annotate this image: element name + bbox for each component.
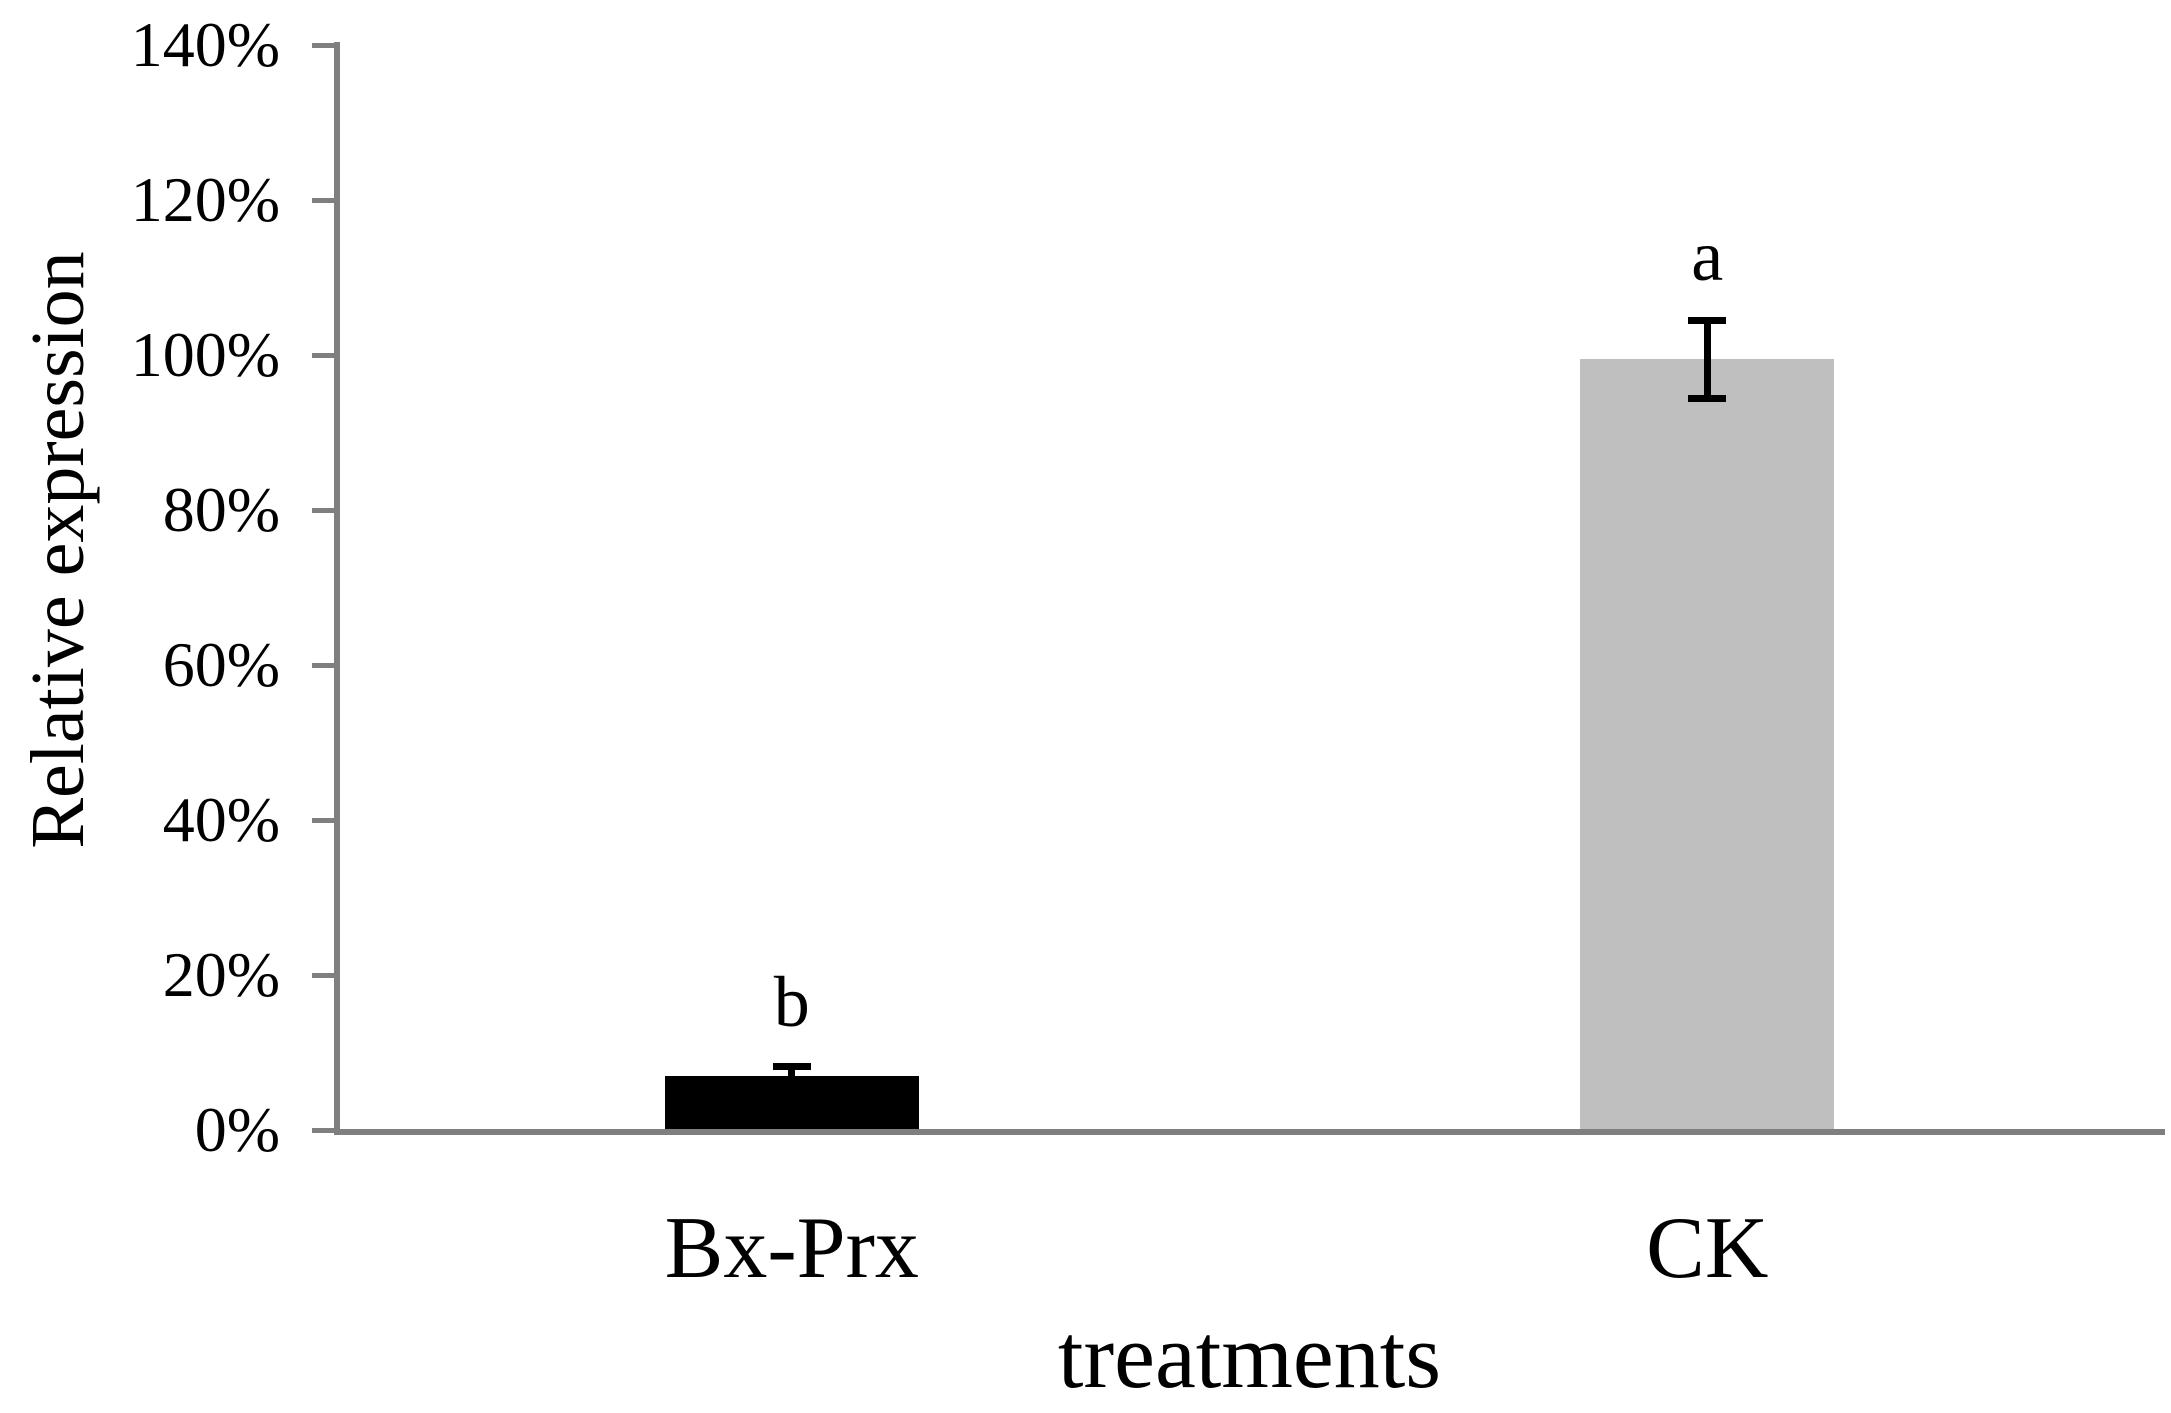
y-tick-label: 100% [130,319,280,390]
significance-letter: b [773,961,810,1042]
error-bar-cap-top [1688,317,1727,325]
y-tick-label: 40% [162,784,280,855]
y-tick [312,198,334,203]
y-tick [312,1128,334,1133]
y-tick [312,43,334,48]
error-bar-cap-bottom [1688,394,1727,402]
y-tick-label: 20% [162,939,280,1010]
y-tick-label: 60% [162,629,280,700]
bar [1580,358,1835,1130]
y-tick-label: 0% [194,1094,280,1165]
y-tick [312,973,334,978]
y-tick-label: 120% [130,164,280,235]
y-tick [312,508,334,513]
y-tick [312,818,334,823]
x-category-label: Bx-Prx [664,1200,919,1297]
x-category-label: CK [1646,1200,1769,1297]
y-tick-label: 140% [130,9,280,80]
error-bar-cap-top [772,1062,811,1070]
y-tick-label: 80% [162,474,280,545]
error-bar-line [788,1065,796,1086]
error-bar-cap-bottom [772,1082,811,1090]
x-axis-line [334,1129,2165,1135]
significance-letter: a [1691,216,1724,297]
error-bar-line [1703,320,1711,398]
y-axis-line [334,42,340,1135]
y-tick [312,663,334,668]
y-tick [312,353,334,358]
x-axis-title: treatments [1057,1305,1442,1407]
